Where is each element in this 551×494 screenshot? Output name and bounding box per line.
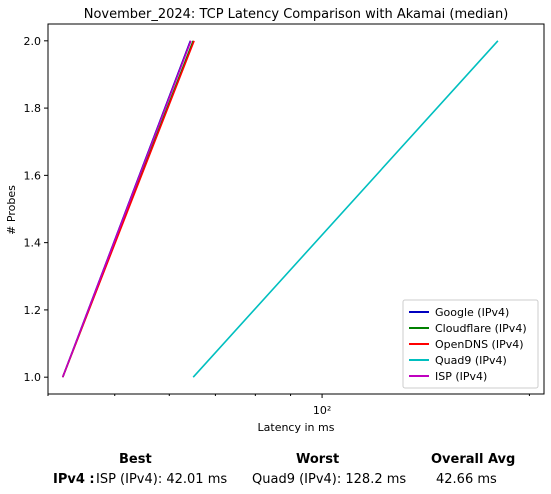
x-axis-label: Latency in ms <box>258 421 335 434</box>
worst-header: Worst <box>296 452 340 467</box>
y-axis-label: # Probes <box>5 185 18 235</box>
overall-avg-value: 42.66 ms <box>436 472 497 487</box>
plot-frame <box>47 23 545 395</box>
chart-title: November_2024: TCP Latency Comparison wi… <box>84 7 509 22</box>
ipv4-row-label: IPv4 : <box>53 472 95 487</box>
legend-entry-label: ISP (IPv4) <box>435 370 487 383</box>
y-tick-label: 1.4 <box>24 237 42 250</box>
worst-value: Quad9 (IPv4): 128.2 ms <box>252 472 407 487</box>
legend: Google (IPv4) Cloudflare (IPv4) OpenDNS (I… <box>402 299 539 389</box>
series-line <box>61 40 192 378</box>
y-tick-label: 2.0 <box>24 35 42 48</box>
y-tick-label: 1.0 <box>24 371 42 384</box>
series-line <box>192 40 499 378</box>
y-tick-label: 1.6 <box>24 169 42 182</box>
legend-box <box>402 299 539 389</box>
overall-avg-header: Overall Avg <box>431 452 516 467</box>
best-header: Best <box>119 452 152 467</box>
best-value: ISP (IPv4): 42.01 ms <box>96 472 228 487</box>
y-tick-label: 1.8 <box>24 102 42 115</box>
y-tick-label: 1.2 <box>24 304 42 317</box>
legend-entry-label: OpenDNS (IPv4) <box>435 338 524 351</box>
x-tick-label: 10² <box>313 404 331 417</box>
legend-entry-label: Google (IPv4) <box>435 306 509 319</box>
legend-entry-label: Cloudflare (IPv4) <box>435 322 527 335</box>
legend-entry-label: Quad9 (IPv4) <box>435 354 507 367</box>
